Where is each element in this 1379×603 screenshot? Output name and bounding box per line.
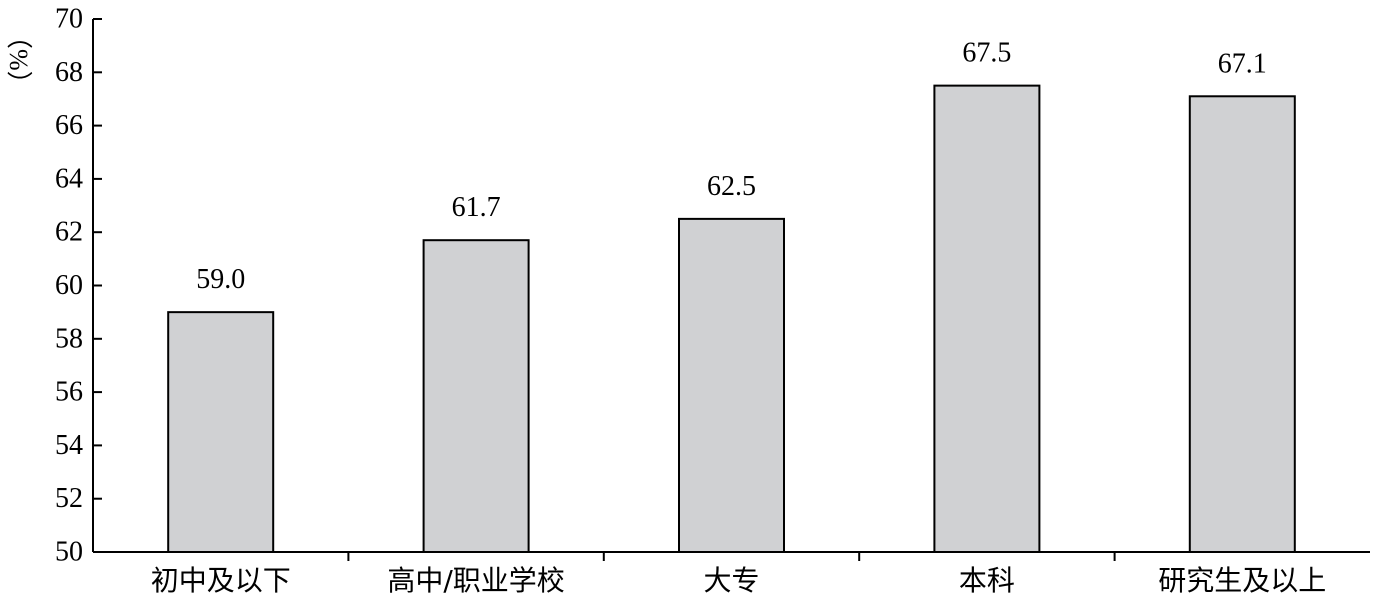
- y-tick-label: 60: [55, 270, 83, 301]
- y-tick-label: 70: [55, 4, 83, 35]
- y-tick-label: 64: [55, 163, 83, 194]
- y-tick-label: 50: [55, 537, 83, 568]
- category-label: 本科: [959, 564, 1015, 597]
- y-tick-label: 52: [55, 483, 83, 514]
- y-tick-label: 68: [55, 57, 83, 88]
- x-axis-ticks: [347, 552, 1116, 561]
- y-tick-label: 58: [55, 323, 83, 354]
- y-tick-label: 62: [55, 217, 83, 248]
- category-label: 研究生及以上: [1158, 564, 1326, 597]
- y-tick-label: 66: [55, 110, 83, 141]
- category-label: 高中/职业学校: [387, 564, 564, 597]
- bar: [422, 239, 530, 553]
- y-axis-ticks: 50 52 54 56 58 60 62 64 66 68 70: [55, 4, 102, 568]
- category-labels: 初中及以下 高中/职业学校 大专 本科 研究生及以上: [151, 564, 1327, 597]
- bar: [933, 84, 1041, 553]
- y-axis-unit-label: （%）: [4, 23, 33, 97]
- bar-value-label: 62.5: [707, 171, 756, 202]
- bars: [167, 84, 1296, 553]
- data-labels: 59.0 61.7 62.5 67.5 67.1: [196, 38, 1267, 296]
- bar-value-label: 61.7: [452, 192, 501, 223]
- bar-value-label: 59.0: [196, 264, 245, 295]
- bar: [678, 217, 785, 553]
- category-label: 大专: [703, 564, 759, 597]
- y-tick-label: 54: [55, 430, 83, 461]
- y-tick-label: 56: [55, 377, 83, 408]
- bar-value-label: 67.1: [1218, 48, 1267, 79]
- bar: [167, 311, 275, 553]
- category-label: 初中及以下: [151, 564, 291, 597]
- bar: [1188, 95, 1296, 553]
- bar-value-label: 67.5: [962, 38, 1011, 69]
